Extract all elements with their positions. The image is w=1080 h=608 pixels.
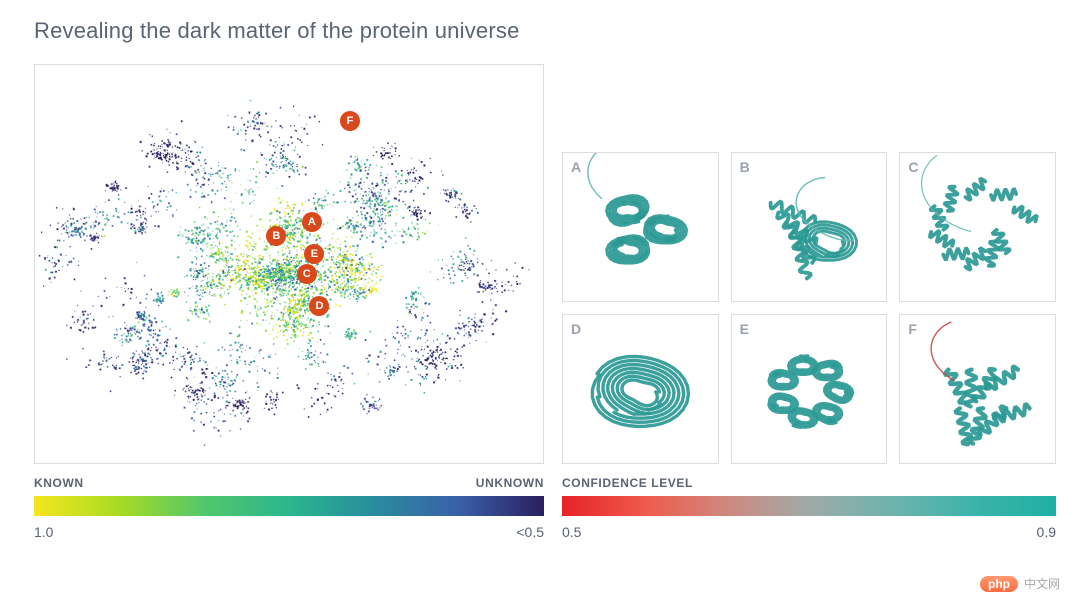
scatter-canvas bbox=[35, 65, 543, 463]
protein-card-d: D bbox=[562, 314, 719, 464]
watermark-text: 中文网 bbox=[1024, 575, 1060, 592]
protein-card-a: A bbox=[562, 152, 719, 302]
watermark-brand: php bbox=[980, 576, 1018, 592]
conf-tick-left: 0.5 bbox=[562, 524, 581, 540]
protein-card-f: F bbox=[899, 314, 1056, 464]
protein-svg bbox=[732, 153, 887, 301]
confidence-tick-row: 0.5 0.9 bbox=[562, 524, 1056, 540]
protein-svg bbox=[563, 315, 718, 463]
known-scale-labels: KNOWN UNKNOWN bbox=[34, 476, 544, 490]
protein-svg bbox=[732, 315, 887, 463]
protein-svg bbox=[563, 153, 718, 301]
known-tick-row: 1.0 <0.5 bbox=[34, 524, 544, 540]
known-gradient-bar bbox=[34, 496, 544, 516]
content-row: ABCDEF KNOWN UNKNOWN 1.0 <0.5 ABCDEF CON… bbox=[34, 64, 1056, 540]
conf-tick-right: 0.9 bbox=[1037, 524, 1056, 540]
unknown-label: UNKNOWN bbox=[476, 476, 544, 490]
left-column: ABCDEF KNOWN UNKNOWN 1.0 <0.5 bbox=[34, 64, 544, 540]
protein-card-b: B bbox=[731, 152, 888, 302]
known-tick-left: 1.0 bbox=[34, 524, 53, 540]
confidence-gradient-bar bbox=[562, 496, 1056, 516]
protein-cards: ABC DEF bbox=[562, 152, 1056, 464]
page-title: Revealing the dark matter of the protein… bbox=[34, 18, 1056, 44]
watermark: php 中文网 bbox=[980, 575, 1060, 592]
protein-card-e: E bbox=[731, 314, 888, 464]
protein-svg bbox=[900, 315, 1055, 463]
right-column: ABC DEF CONFIDENCE LEVEL 0.5 0.9 bbox=[562, 64, 1056, 540]
protein-card-c: C bbox=[899, 152, 1056, 302]
right-spacer bbox=[562, 64, 1056, 152]
protein-svg bbox=[900, 153, 1055, 301]
confidence-label: CONFIDENCE LEVEL bbox=[562, 476, 1056, 490]
known-label: KNOWN bbox=[34, 476, 84, 490]
known-tick-right: <0.5 bbox=[516, 524, 544, 540]
scatter-plot: ABCDEF bbox=[34, 64, 544, 464]
